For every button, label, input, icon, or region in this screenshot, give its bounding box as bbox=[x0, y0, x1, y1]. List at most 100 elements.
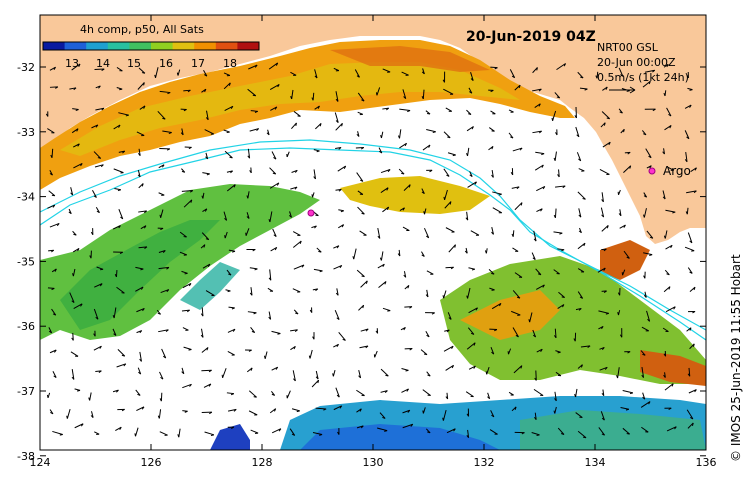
current-vector-head bbox=[473, 365, 476, 369]
current-vector-head bbox=[617, 292, 621, 296]
current-vector bbox=[556, 63, 566, 71]
current-vector bbox=[374, 350, 378, 358]
current-vector bbox=[687, 267, 693, 274]
current-vector-head bbox=[380, 135, 382, 139]
current-vector-head bbox=[358, 375, 361, 379]
current-vector-head bbox=[232, 250, 236, 253]
current-vector bbox=[269, 182, 280, 189]
current-vector-head bbox=[187, 89, 191, 93]
current-vector-head bbox=[254, 64, 258, 68]
current-vector bbox=[271, 330, 281, 335]
info-block: NRT00 GSL 20-Jun 00:00Z 0.5m/s (1kt 24h) bbox=[597, 41, 689, 94]
current-vector-head bbox=[141, 406, 145, 410]
current-vector-head bbox=[601, 392, 605, 396]
current-vector bbox=[486, 366, 490, 375]
current-vector-head bbox=[224, 235, 226, 239]
current-vector bbox=[445, 266, 454, 269]
current-vector-head bbox=[208, 369, 212, 373]
current-vector bbox=[492, 207, 503, 214]
current-vector bbox=[623, 250, 630, 259]
current-vector bbox=[268, 62, 278, 70]
current-vector bbox=[161, 348, 167, 359]
current-vector bbox=[113, 307, 117, 319]
current-vector-head bbox=[623, 224, 626, 228]
current-vector-head bbox=[580, 76, 584, 79]
current-vector bbox=[52, 371, 57, 378]
current-vector-head bbox=[397, 135, 400, 139]
current-vector bbox=[666, 426, 677, 432]
current-vector bbox=[599, 366, 608, 371]
current-vector bbox=[580, 345, 591, 348]
current-vector bbox=[203, 70, 208, 77]
current-vector-head bbox=[690, 416, 694, 420]
current-vector bbox=[601, 192, 604, 202]
current-vector-head bbox=[587, 345, 591, 349]
current-vector-head bbox=[274, 247, 278, 251]
current-vector-head bbox=[338, 189, 342, 192]
current-vector bbox=[137, 169, 141, 178]
current-vector-head bbox=[71, 300, 75, 303]
current-vector bbox=[179, 251, 187, 256]
current-vector-head bbox=[576, 134, 580, 138]
current-vector bbox=[183, 199, 193, 208]
current-vector bbox=[466, 126, 474, 132]
current-vector bbox=[664, 230, 668, 239]
current-vector bbox=[290, 329, 298, 332]
current-vector-head bbox=[406, 388, 409, 392]
current-vector bbox=[492, 191, 502, 195]
current-vector-head bbox=[421, 71, 425, 75]
current-vector-head bbox=[643, 294, 647, 298]
current-vector bbox=[380, 390, 388, 393]
current-vector-head bbox=[230, 105, 234, 110]
current-vector-head bbox=[601, 417, 605, 421]
current-vector bbox=[554, 406, 557, 414]
current-vector-head bbox=[541, 153, 545, 156]
current-vector bbox=[155, 67, 159, 78]
current-vector bbox=[227, 408, 237, 412]
current-vector bbox=[224, 231, 228, 239]
current-vector bbox=[359, 345, 369, 349]
current-vector bbox=[181, 270, 188, 274]
current-vector bbox=[662, 190, 666, 200]
current-vector-head bbox=[689, 327, 692, 331]
current-vector-head bbox=[73, 233, 77, 236]
current-vector bbox=[468, 307, 478, 314]
current-vector-head bbox=[649, 254, 653, 256]
current-vector-head bbox=[114, 273, 117, 278]
current-vector-head bbox=[693, 286, 696, 291]
current-vector-head bbox=[574, 393, 577, 398]
current-vector-head bbox=[293, 378, 296, 382]
current-vector bbox=[443, 290, 447, 299]
current-vector-head bbox=[559, 232, 563, 235]
colorbar-segment bbox=[64, 42, 87, 50]
current-vector-head bbox=[312, 336, 315, 340]
current-vector bbox=[158, 409, 162, 419]
current-vector bbox=[401, 388, 409, 393]
current-vector bbox=[289, 211, 292, 218]
current-vector-head bbox=[277, 333, 281, 335]
current-vector bbox=[70, 187, 74, 196]
current-vector bbox=[312, 92, 315, 101]
current-vector-head bbox=[78, 63, 81, 67]
current-vector-head bbox=[190, 199, 193, 203]
y-tick-label: -38 bbox=[17, 450, 35, 463]
current-vector-head bbox=[233, 184, 236, 188]
current-vector-head bbox=[342, 338, 346, 341]
current-vector-head bbox=[616, 375, 619, 379]
colorbar-segment bbox=[237, 42, 260, 50]
current-vector-head bbox=[520, 365, 523, 369]
current-vector-head bbox=[361, 147, 365, 150]
current-vector-head bbox=[671, 383, 674, 387]
current-vector-head bbox=[160, 376, 164, 380]
current-vector-head bbox=[159, 214, 162, 218]
current-vector-head bbox=[183, 109, 187, 112]
current-vector bbox=[685, 152, 688, 162]
current-vector-head bbox=[387, 310, 391, 312]
current-vector-head bbox=[189, 383, 192, 387]
current-vector bbox=[293, 111, 301, 117]
current-vector bbox=[424, 227, 430, 239]
current-vector-head bbox=[308, 355, 311, 359]
current-vector bbox=[601, 225, 609, 232]
current-vector bbox=[360, 280, 368, 288]
current-vector-head bbox=[263, 355, 266, 359]
